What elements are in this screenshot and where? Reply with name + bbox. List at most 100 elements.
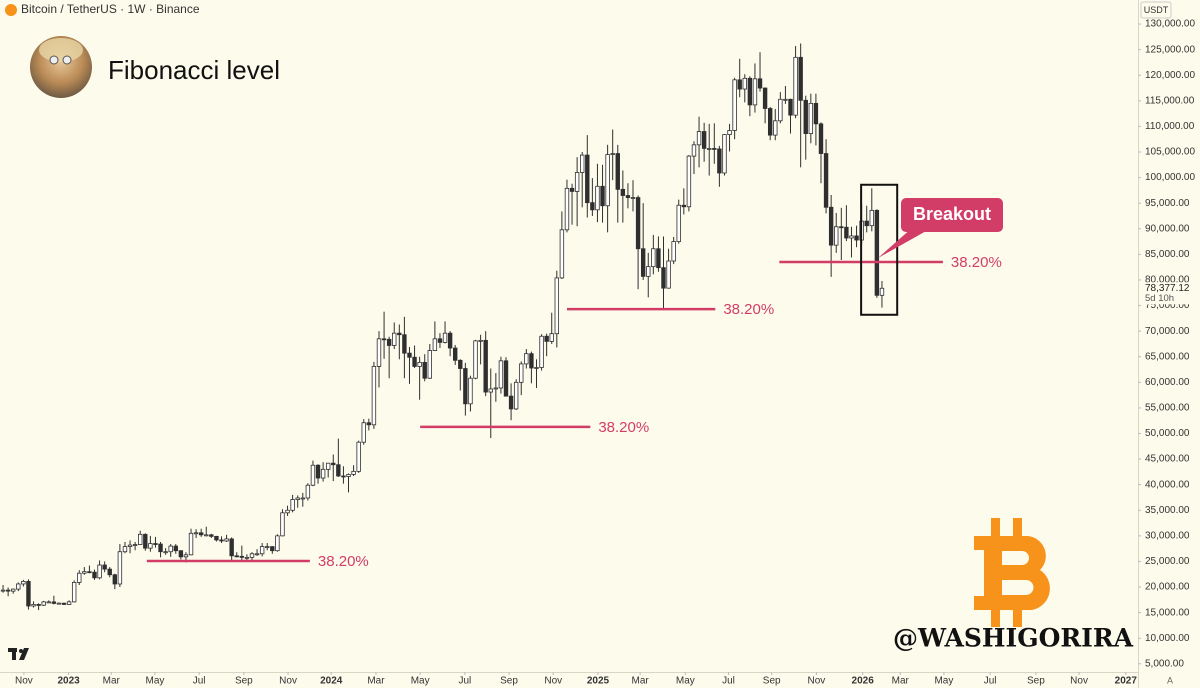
x-tick-label: May bbox=[145, 676, 164, 687]
candle-body bbox=[51, 601, 57, 604]
candle-body bbox=[701, 131, 707, 149]
candle-body bbox=[773, 120, 778, 136]
candle-body bbox=[727, 130, 732, 136]
candle-body bbox=[168, 545, 173, 553]
candle-body bbox=[513, 381, 519, 410]
candle-body bbox=[834, 226, 839, 246]
candle-body bbox=[36, 604, 41, 606]
candle-body bbox=[646, 266, 651, 277]
candle-body bbox=[554, 277, 560, 335]
candle-body bbox=[392, 332, 397, 346]
fib-label: 38.20% bbox=[951, 254, 1002, 271]
candle-body bbox=[844, 226, 849, 239]
candle-body bbox=[397, 332, 402, 336]
y-tick-label: 40,000.00 bbox=[1145, 479, 1190, 490]
y-tick-label: 80,000.00 bbox=[1145, 275, 1190, 286]
candle-body bbox=[204, 534, 209, 537]
x-tick-label: Mar bbox=[367, 676, 385, 687]
candle-body bbox=[722, 134, 727, 174]
candle-body bbox=[849, 235, 854, 239]
candle-body bbox=[117, 551, 123, 585]
candle-body bbox=[529, 353, 534, 369]
candle-body bbox=[0, 589, 6, 592]
x-tick-label: Mar bbox=[632, 676, 650, 687]
y-tick-label: 95,000.00 bbox=[1145, 198, 1190, 209]
y-tick-label: 35,000.00 bbox=[1145, 505, 1190, 516]
candle-body bbox=[747, 77, 753, 106]
candle-body bbox=[285, 509, 290, 514]
currency-box[interactable] bbox=[1140, 1, 1172, 19]
y-tick-label: 115,000.00 bbox=[1145, 95, 1195, 106]
candle-body bbox=[366, 422, 372, 426]
y-tick-label: 30,000.00 bbox=[1145, 531, 1190, 542]
candle-body bbox=[239, 555, 245, 558]
candle-body bbox=[452, 347, 458, 361]
candle-body bbox=[122, 546, 128, 553]
candle-body bbox=[417, 361, 422, 367]
candle-body bbox=[671, 241, 676, 262]
candle-body bbox=[569, 187, 575, 192]
candle-body bbox=[138, 533, 143, 545]
candle-body bbox=[244, 556, 250, 559]
candle-body bbox=[757, 78, 763, 89]
candle-body bbox=[386, 338, 392, 346]
candle-body bbox=[270, 546, 275, 552]
candle-body bbox=[823, 153, 829, 208]
x-tick-label: 2023 bbox=[57, 676, 80, 687]
candle-body bbox=[77, 572, 82, 583]
candle-body bbox=[229, 538, 234, 557]
candle-body bbox=[478, 339, 483, 342]
candle-body bbox=[153, 543, 158, 545]
auto-scale-button[interactable]: A bbox=[1167, 675, 1173, 685]
candle-body bbox=[427, 350, 432, 379]
y-tick-label: 65,000.00 bbox=[1145, 351, 1190, 362]
candle-body bbox=[580, 154, 585, 173]
avatar-hair bbox=[39, 38, 83, 62]
y-tick-label: 20,000.00 bbox=[1145, 582, 1190, 593]
y-tick-label: 25,000.00 bbox=[1145, 556, 1190, 567]
x-tick-label: 2027 bbox=[1115, 676, 1138, 687]
candle-body bbox=[56, 602, 62, 605]
candle-body bbox=[92, 571, 97, 579]
candle-body bbox=[442, 332, 448, 343]
candle-body bbox=[224, 538, 229, 542]
candle-body bbox=[46, 601, 51, 604]
candle-body bbox=[625, 195, 631, 198]
candle-body bbox=[737, 79, 742, 90]
candle-body bbox=[595, 185, 600, 211]
x-tick-label: Sep bbox=[1027, 676, 1045, 687]
x-tick-label: Jul bbox=[193, 676, 206, 687]
fib-label: 38.20% bbox=[723, 301, 774, 318]
candle-body bbox=[290, 499, 295, 511]
candle-body bbox=[193, 532, 199, 535]
candle-body bbox=[686, 155, 692, 208]
candle-body bbox=[447, 332, 453, 349]
last-price-tag bbox=[1140, 282, 1196, 305]
candle-body bbox=[681, 204, 687, 208]
y-tick-label: 75,000.00 bbox=[1145, 300, 1190, 311]
callout-pointer bbox=[878, 228, 928, 258]
candle-body bbox=[163, 551, 168, 554]
candle-body bbox=[112, 574, 118, 585]
candle-body bbox=[600, 185, 605, 207]
candle-body bbox=[87, 571, 92, 574]
candle-body bbox=[488, 388, 493, 393]
currency[interactable]: USDT bbox=[1144, 5, 1169, 15]
x-tick-label: Jul bbox=[458, 676, 471, 687]
candle-body bbox=[254, 553, 260, 556]
candle-body bbox=[574, 172, 580, 192]
x-tick-label: Sep bbox=[763, 676, 781, 687]
candle-body bbox=[234, 555, 239, 558]
logo-bar bbox=[991, 518, 1000, 540]
candle-body bbox=[564, 187, 570, 231]
candle-body bbox=[818, 123, 824, 154]
candle-body bbox=[249, 553, 255, 558]
candle-body bbox=[813, 102, 819, 125]
candle-body bbox=[412, 356, 417, 367]
candle-body bbox=[376, 338, 382, 367]
candle-body bbox=[483, 339, 488, 393]
x-tick-label: May bbox=[934, 676, 953, 687]
